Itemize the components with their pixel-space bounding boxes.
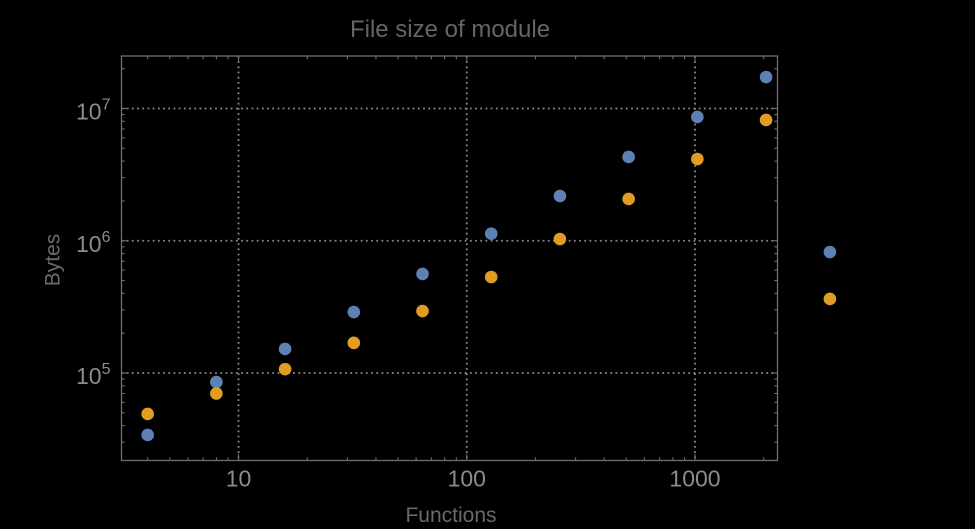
data-point-orange xyxy=(347,336,361,350)
data-point-orange xyxy=(416,304,429,318)
data-point-blue xyxy=(141,428,154,442)
data-point-blue xyxy=(553,189,567,203)
data-point-blue xyxy=(278,342,292,356)
x-tick-label: 100 xyxy=(448,466,486,492)
data-point-blue xyxy=(347,305,361,319)
data-point-orange xyxy=(823,292,837,306)
data-point-blue xyxy=(484,227,498,241)
plot-area: 10 100 1000 105 106 107 xyxy=(76,55,837,492)
data-point-blue xyxy=(691,110,704,124)
x-tick-label: 1000 xyxy=(669,466,720,492)
data-point-blue xyxy=(823,245,837,259)
scatter-plot: 10 100 1000 105 106 107 File size of module F… xyxy=(40,16,975,529)
data-point-orange xyxy=(553,232,567,246)
data-point-orange xyxy=(278,362,292,376)
data-point-orange xyxy=(691,152,704,166)
y-tick-label: 105 xyxy=(76,361,111,389)
x-axis-label: Functions xyxy=(405,504,497,527)
plot-frame xyxy=(120,55,779,462)
data-point-blue xyxy=(759,70,773,84)
data-point-blue xyxy=(416,267,429,281)
data-point-orange xyxy=(210,387,223,400)
x-tick-label: 10 xyxy=(226,466,252,492)
data-point-blue xyxy=(210,375,223,389)
chart-title: File size of module xyxy=(349,16,551,43)
data-point-orange xyxy=(622,192,635,206)
data-point-orange xyxy=(484,270,498,284)
y-tick-label: 106 xyxy=(76,229,111,257)
y-axis-label: Bytes xyxy=(41,233,65,287)
data-point-orange xyxy=(141,407,154,421)
data-point-orange xyxy=(759,113,773,127)
y-tick-label: 107 xyxy=(76,97,111,125)
data-point-blue xyxy=(622,150,635,164)
